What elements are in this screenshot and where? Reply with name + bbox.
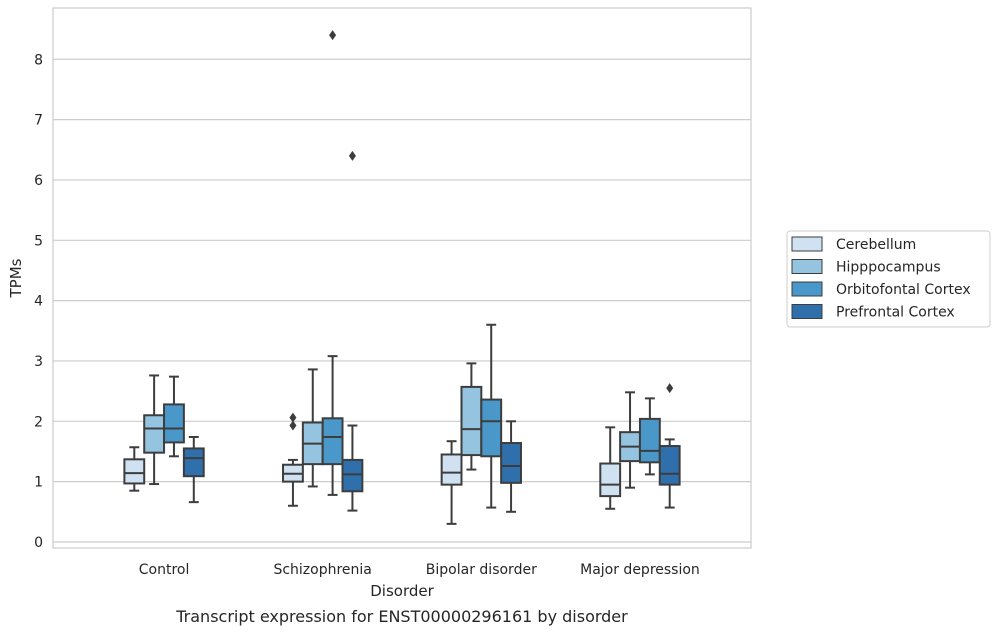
box-iqr <box>480 398 503 458</box>
legend-label: Cerebellum <box>836 237 916 253</box>
box <box>599 426 622 510</box>
y-tick-label: 8 <box>34 52 43 68</box>
legend-swatch <box>791 281 823 297</box>
y-tick-label: 4 <box>34 294 43 310</box>
box-iqr <box>638 417 661 464</box>
box <box>341 150 364 512</box>
x-axis-label: Disorder <box>370 582 434 600</box>
series-prefrontal-cortex <box>182 150 681 513</box>
box-iqr <box>500 442 522 484</box>
plot-area-frame <box>52 7 752 549</box>
box <box>182 435 205 504</box>
outlier-point <box>289 412 297 423</box>
legend-label: Hipppocampus <box>836 260 941 276</box>
box <box>480 323 503 509</box>
box <box>143 374 166 486</box>
legend-frame <box>786 230 991 328</box>
legend-swatch <box>791 259 823 274</box>
box-iqr <box>599 462 622 498</box>
y-tick-label: 3 <box>34 354 43 370</box>
y-tick-label: 1 <box>34 475 43 491</box>
box-iqr <box>341 458 364 493</box>
legend: Cerebellum Hipppocampus Orbitofontal Corte… <box>786 230 991 328</box>
y-tick-label: 7 <box>34 113 43 129</box>
y-tick-label: 6 <box>34 173 43 189</box>
series-orbitofontal-cortex <box>163 30 661 509</box>
box <box>619 391 641 489</box>
outlier-point <box>329 30 337 41</box>
box <box>123 446 146 492</box>
box <box>460 362 483 471</box>
box <box>321 30 344 496</box>
box-iqr <box>143 414 166 454</box>
legend-swatch <box>791 304 823 319</box>
legend-swatch <box>791 236 823 252</box>
box <box>658 383 681 509</box>
x-tick-label: Control <box>139 562 190 578</box>
series-hipppocampus <box>143 362 641 489</box>
box-iqr <box>321 417 344 466</box>
outlier-point <box>289 420 297 431</box>
x-tick-label: Bipolar disorder <box>426 562 537 578</box>
box <box>500 420 522 513</box>
series-cerebellum <box>123 412 622 525</box>
box-iqr <box>182 447 205 478</box>
figure-caption: Transcript expression for ENST0000029616… <box>175 607 628 626</box>
box-iqr <box>460 385 483 457</box>
legend-label: Prefrontal Cortex <box>836 305 955 321</box>
box <box>638 397 661 476</box>
y-tick-label: 2 <box>34 414 43 430</box>
grid-lines <box>53 58 751 543</box>
box <box>163 375 185 458</box>
y-axis-label: TPMs <box>7 258 25 298</box>
box <box>282 412 304 507</box>
x-axis-ticks: Control Schizophrenia Bipolar disorder Majo… <box>139 562 700 578</box>
y-tick-label: 5 <box>34 233 43 249</box>
outlier-point <box>666 383 674 394</box>
box-iqr <box>658 445 681 486</box>
box-plot-series <box>123 30 681 525</box>
legend-label: Orbitofontal Cortex <box>836 282 971 298</box>
box-iqr <box>123 458 146 485</box>
box-iqr <box>163 403 185 444</box>
y-tick-label: 0 <box>34 535 43 551</box>
box <box>440 440 463 525</box>
outlier-point <box>348 150 356 161</box>
box <box>301 368 324 488</box>
x-tick-label: Major depression <box>580 562 700 578</box>
x-tick-label: Schizophrenia <box>273 562 371 578</box>
box-iqr <box>440 453 463 486</box>
y-axis-ticks: 0 1 2 3 4 5 6 7 8 <box>34 52 43 551</box>
